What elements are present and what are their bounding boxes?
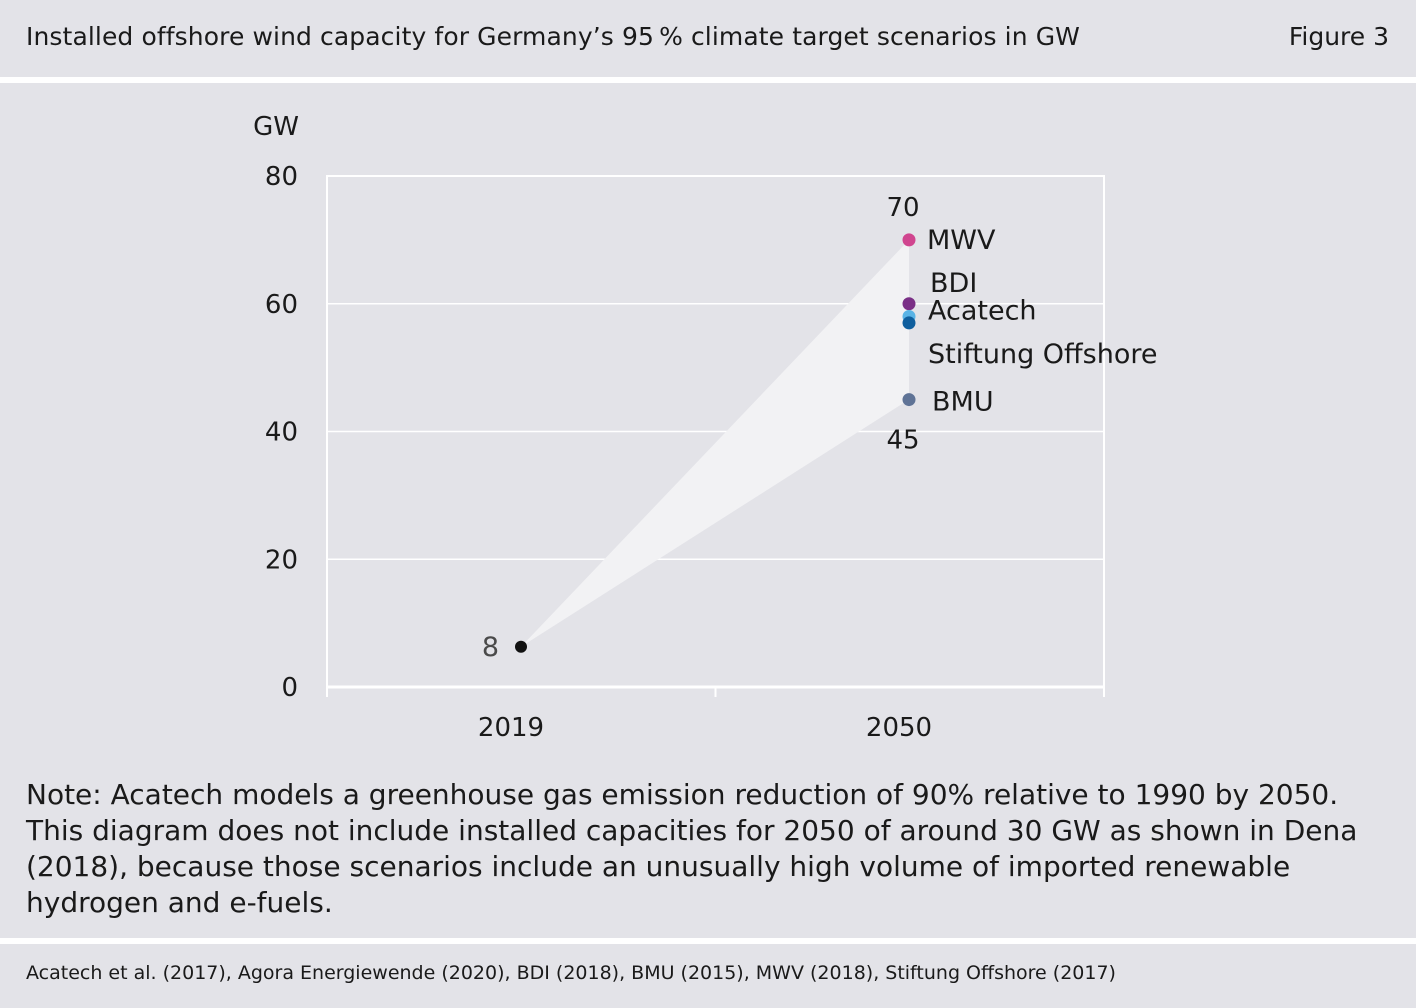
scenario-range-area xyxy=(521,239,909,647)
point-2019-label: 8 xyxy=(482,632,499,663)
header-band: Installed offshore wind capacity for Ger… xyxy=(0,0,1416,77)
point-2019 xyxy=(515,640,527,653)
source-citation: Acatech et al. (2017), Agora Energiewend… xyxy=(26,962,1116,984)
range-max-label: 70 xyxy=(886,193,919,223)
x-tick-label: 2050 xyxy=(866,713,932,743)
chart-note: Note: Acatech models a greenhouse gas em… xyxy=(26,778,1358,919)
scenario-point-bmu xyxy=(902,393,916,407)
scenario-label-bmu: BMU xyxy=(932,387,994,418)
figure-number: Figure 3 xyxy=(1288,22,1389,51)
figure-title: Installed offshore wind capacity for Ger… xyxy=(26,22,1080,51)
chart-panel: GW 0 20 40 60 80 2019 2050 70 45 8 MWV BDI Acatech Sti… xyxy=(0,83,1416,938)
y-tick-label: 80 xyxy=(265,162,298,192)
range-min-label: 45 xyxy=(886,426,919,456)
y-tick-label: 0 xyxy=(281,673,298,703)
x-tick-label: 2019 xyxy=(478,713,544,743)
y-tick-label: 40 xyxy=(265,418,298,448)
scenario-label-acatech: Acatech xyxy=(928,296,1037,327)
y-tick-label: 60 xyxy=(265,290,298,320)
y-axis-title: GW xyxy=(253,112,299,142)
footer-band: Acatech et al. (2017), Agora Energiewend… xyxy=(0,944,1416,1008)
scenario-point-bdi xyxy=(902,297,916,311)
scenario-point-mwv xyxy=(902,233,916,247)
scenario-label-bdi: BDI xyxy=(930,268,977,299)
scenario-label-stiftung-offshore: Stiftung Offshore xyxy=(928,339,1157,370)
scenario-label-mwv: MWV xyxy=(927,225,996,256)
y-tick-label: 20 xyxy=(265,545,298,575)
scenario-point-stiftung-offshore xyxy=(902,316,916,330)
